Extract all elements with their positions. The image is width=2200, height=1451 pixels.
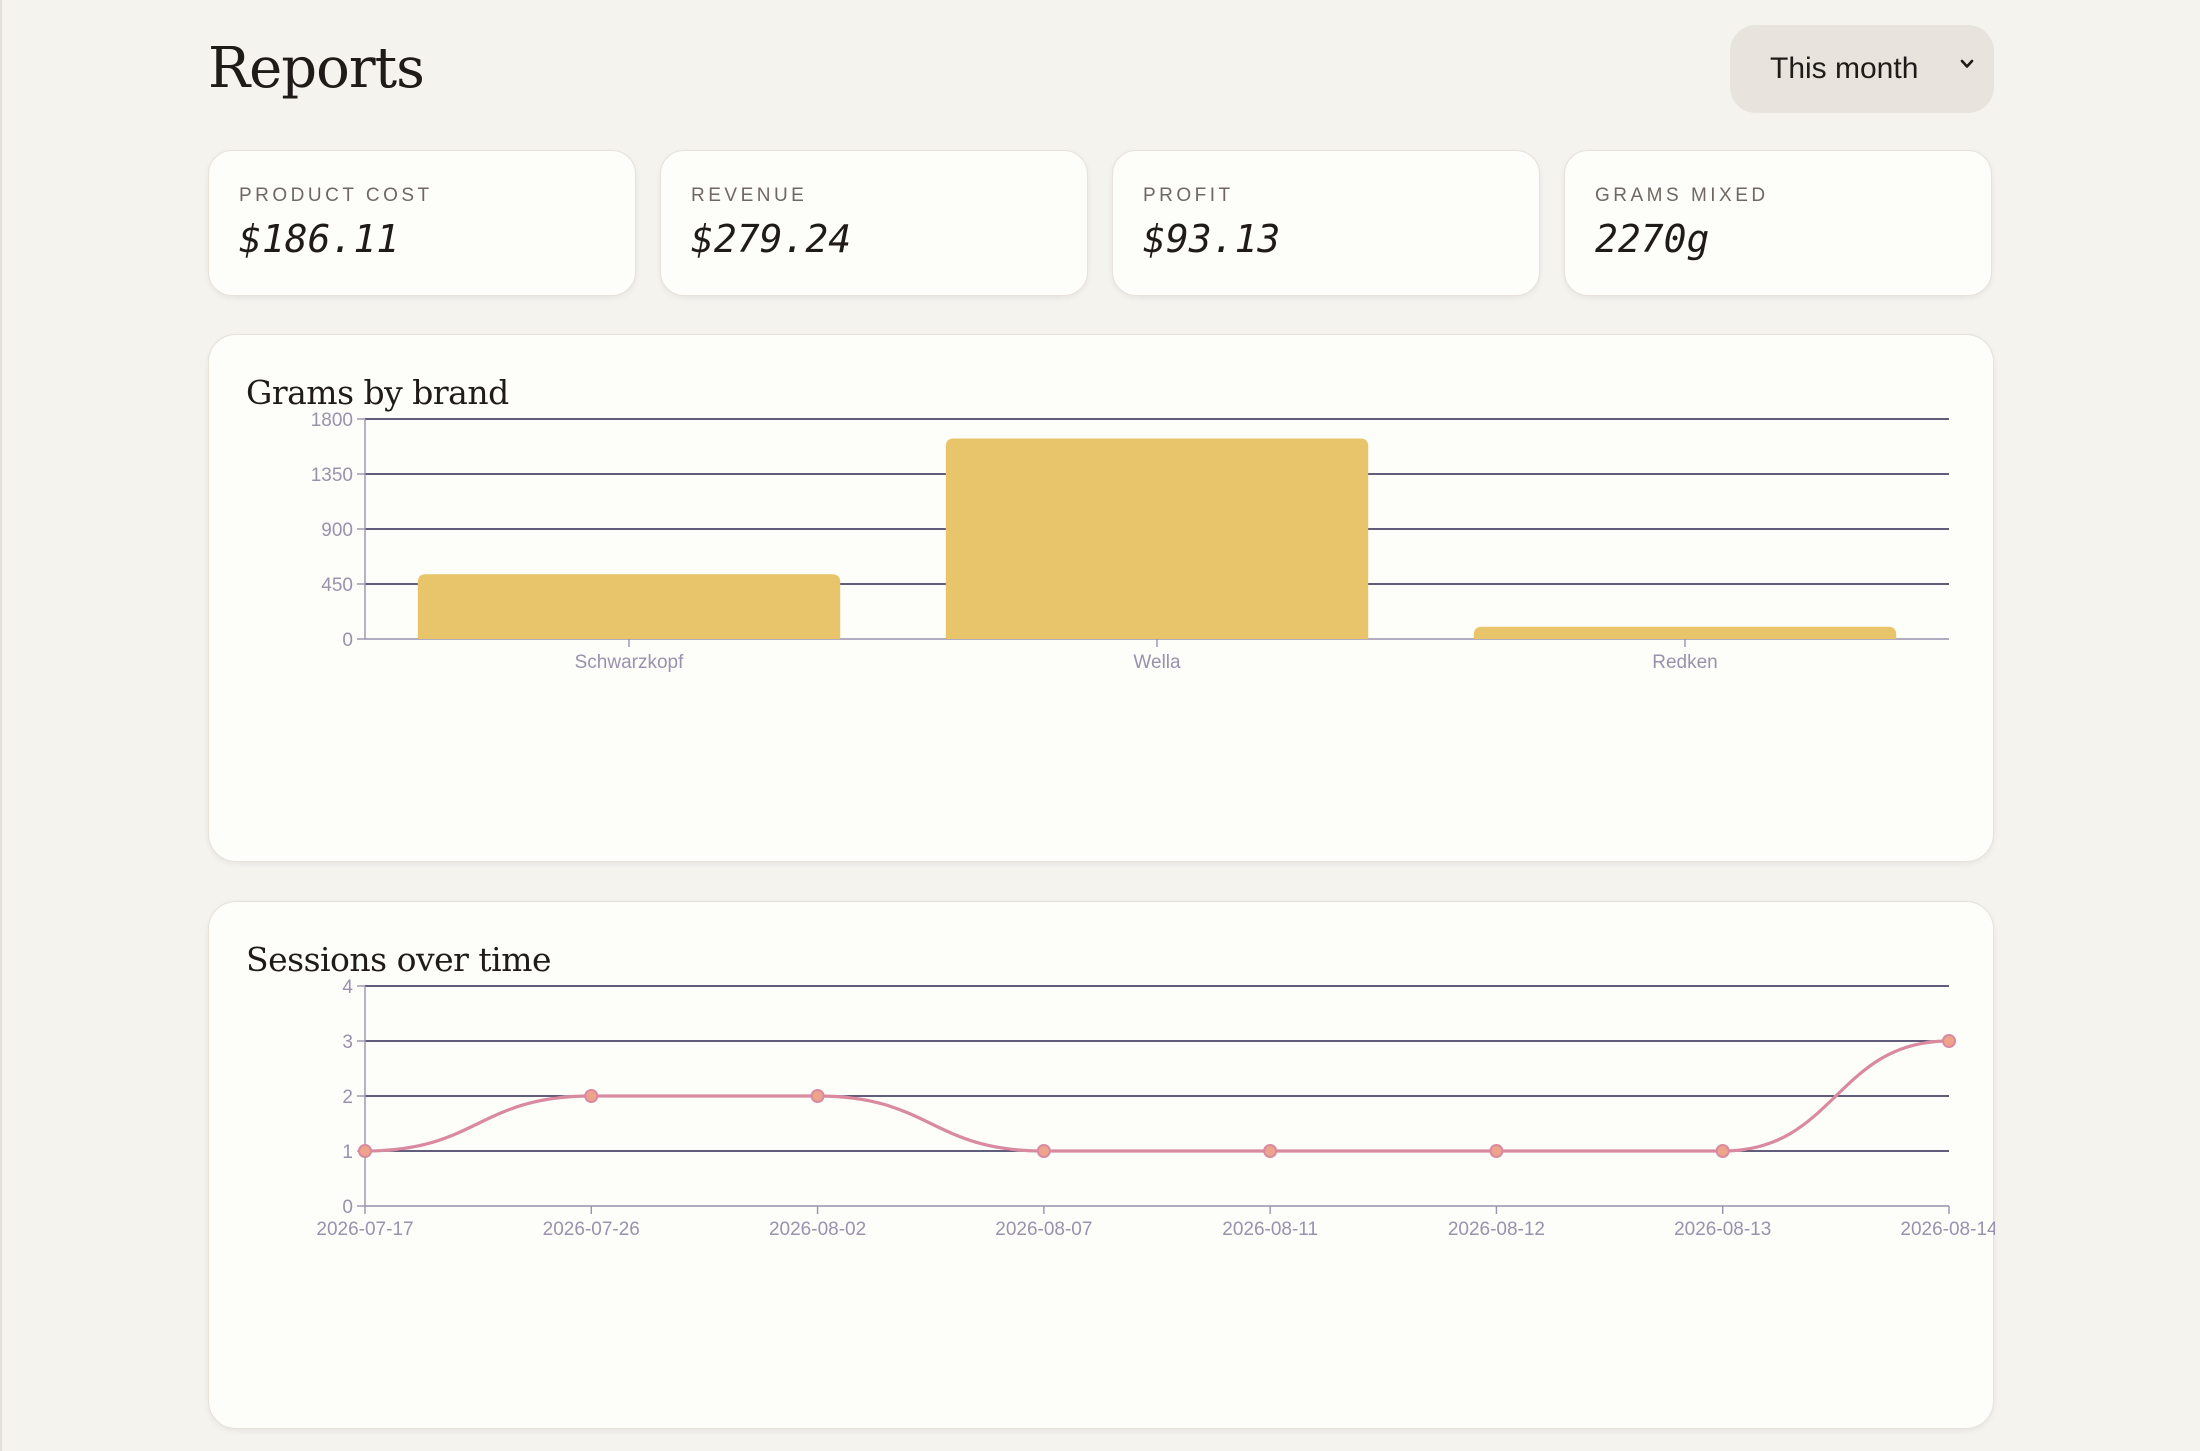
x-tick-label: 2026-07-17: [316, 1219, 413, 1240]
y-tick-label: 0: [342, 1197, 353, 1218]
stat-card-grams-mixed: GRAMS MIXED 2270g: [1564, 150, 1992, 296]
period-select-value: This month: [1770, 52, 1919, 85]
grams-by-brand-chart: 0 450 900 1350 1800 Schwarzkopf Wella Redken: [311, 410, 1949, 673]
x-tick-label: Wella: [1133, 652, 1181, 673]
stats-row: PRODUCT COST $186.11 REVENUE $279.24 PRO…: [208, 150, 1994, 296]
reports-page: Reports This month PRODUCT COST $186.11 …: [208, 0, 1995, 1429]
y-tick-label: 4: [342, 977, 353, 998]
bar-schwarzkopf: [417, 574, 841, 639]
y-tick-label: 900: [321, 520, 353, 541]
x-tick-label: 2026-08-07: [995, 1219, 1092, 1240]
y-tick-label: 0: [342, 630, 353, 651]
data-point: [1263, 1144, 1278, 1158]
y-tick-label: 1: [342, 1142, 353, 1163]
stat-card-profit: PROFIT $93.13: [1112, 150, 1540, 296]
data-point: [1942, 1034, 1956, 1048]
data-point: [1036, 1144, 1051, 1158]
window-left-edge: [0, 0, 2, 1451]
stat-value: $186.11: [239, 217, 400, 261]
stat-value: $279.24: [691, 217, 852, 261]
period-select[interactable]: This month: [1730, 25, 1994, 113]
data-point: [1489, 1144, 1504, 1158]
x-tick-label: Schwarzkopf: [575, 652, 684, 673]
x-tick-label: 2026-07-26: [543, 1219, 640, 1240]
sessions-over-time-card: Sessions over time 0 1 2 3 4 2026-07-17 2026-0…: [208, 901, 1995, 1429]
y-tick-label: 3: [342, 1032, 353, 1053]
data-point: [358, 1144, 372, 1158]
stat-label: PRODUCT COST: [239, 185, 433, 206]
x-tick-label: 2026-08-12: [1448, 1219, 1545, 1240]
bar-wella: [945, 438, 1369, 639]
line-chart-title: Sessions over time: [246, 940, 552, 979]
x-tick-label: Redken: [1652, 652, 1718, 673]
data-point: [584, 1089, 599, 1103]
page-title: Reports: [208, 36, 425, 101]
y-tick-label: 1800: [311, 410, 353, 431]
stat-label: REVENUE: [691, 185, 808, 206]
stat-value: $93.13: [1143, 217, 1281, 261]
x-tick-label: 2026-08-02: [769, 1219, 866, 1240]
chevron-down-icon: [1960, 59, 1974, 68]
stat-card-revenue: REVENUE $279.24: [660, 150, 1088, 296]
bar-redken: [1473, 626, 1897, 639]
y-tick-label: 1350: [311, 465, 353, 486]
stat-label: GRAMS MIXED: [1595, 185, 1769, 206]
grams-by-brand-card: Grams by brand 0 450 900 1350 1800 Schwarzkop…: [208, 334, 1994, 862]
data-point: [1715, 1144, 1730, 1158]
x-tick-label: 2026-08-14: [1900, 1219, 1995, 1240]
bar-chart-title: Grams by brand: [246, 373, 509, 412]
x-tick-label: 2026-08-13: [1674, 1219, 1771, 1240]
stat-label: PROFIT: [1143, 185, 1234, 206]
page-header: Reports This month: [208, 0, 1994, 150]
data-point: [810, 1089, 825, 1103]
stat-card-product-cost: PRODUCT COST $186.11: [208, 150, 636, 296]
x-tick-label: 2026-08-11: [1222, 1219, 1318, 1240]
stat-value: 2270g: [1595, 217, 1710, 261]
y-tick-label: 2: [342, 1087, 353, 1108]
sessions-over-time-chart: 0 1 2 3 4 2026-07-17 2026-07-26 2026-08-02 2026-…: [316, 977, 1995, 1240]
y-tick-label: 450: [321, 575, 353, 596]
